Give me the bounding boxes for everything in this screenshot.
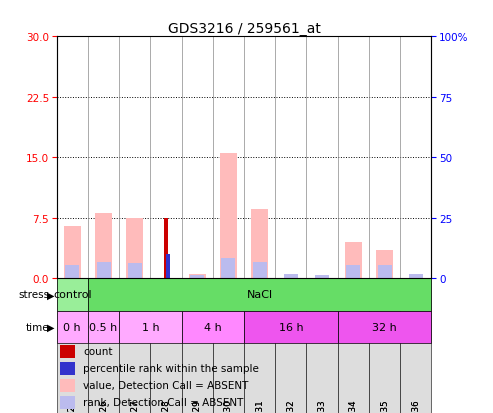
Text: GSM184925: GSM184925 (68, 399, 77, 413)
Text: GSM184930: GSM184930 (224, 399, 233, 413)
Text: GSM184935: GSM184935 (380, 399, 389, 413)
Text: GSM184930: GSM184930 (224, 399, 233, 413)
Text: GSM184928: GSM184928 (162, 399, 171, 413)
Text: ▶: ▶ (47, 290, 55, 299)
Text: GSM184928: GSM184928 (162, 399, 171, 413)
Text: GSM184931: GSM184931 (255, 399, 264, 413)
Bar (376, 250, 393, 278)
Bar (315, 275, 329, 278)
Text: rank, Detection Call = ABSENT: rank, Detection Call = ABSENT (83, 397, 244, 407)
Bar (369, 278, 400, 413)
Text: GSM184927: GSM184927 (130, 399, 139, 413)
Text: 4 h: 4 h (204, 322, 222, 332)
Bar (57, 311, 88, 344)
Text: control: control (53, 290, 92, 299)
Text: 16 h: 16 h (279, 322, 303, 332)
Bar (88, 311, 119, 344)
Bar (95, 214, 112, 278)
Bar (150, 278, 181, 413)
Text: 0.5 h: 0.5 h (89, 322, 118, 332)
Bar (189, 274, 206, 278)
Text: GSM184926: GSM184926 (99, 399, 108, 413)
Bar (88, 278, 119, 413)
Text: GSM184929: GSM184929 (193, 399, 202, 413)
Text: value, Detection Call = ABSENT: value, Detection Call = ABSENT (83, 380, 248, 390)
Text: count: count (83, 347, 112, 356)
Bar (252, 262, 267, 278)
Text: 0 h: 0 h (64, 322, 81, 332)
Bar (251, 210, 268, 278)
Text: GSM184931: GSM184931 (255, 399, 264, 413)
Text: GSM184926: GSM184926 (99, 399, 108, 413)
Bar (57, 278, 88, 311)
Text: GSM184934: GSM184934 (349, 399, 358, 413)
Bar (61, 379, 75, 392)
Bar (338, 278, 369, 413)
Bar (221, 259, 236, 278)
Bar (166, 254, 170, 278)
Text: GSM184934: GSM184934 (349, 399, 358, 413)
Bar (213, 278, 244, 413)
Text: GSM184936: GSM184936 (411, 399, 420, 413)
Text: 32 h: 32 h (372, 322, 397, 332)
Text: GSM184933: GSM184933 (317, 399, 326, 413)
Bar (345, 242, 362, 278)
Bar (244, 278, 275, 413)
Bar (338, 311, 431, 344)
Bar (284, 274, 298, 278)
Bar (128, 263, 142, 278)
Bar (164, 218, 168, 278)
Text: GSM184932: GSM184932 (286, 399, 295, 413)
Bar (64, 226, 81, 278)
Text: 1 h: 1 h (141, 322, 159, 332)
Text: time: time (26, 322, 49, 332)
Bar (57, 278, 88, 413)
Text: GSM184933: GSM184933 (317, 399, 326, 413)
Text: NaCl: NaCl (246, 290, 273, 299)
Bar (119, 311, 181, 344)
Text: GSM184935: GSM184935 (380, 399, 389, 413)
Text: ▶: ▶ (47, 322, 55, 332)
Bar (126, 218, 143, 278)
Bar (181, 278, 213, 413)
Bar (220, 154, 237, 278)
Bar (275, 278, 307, 413)
Bar (65, 265, 79, 278)
Text: GSM184929: GSM184929 (193, 399, 202, 413)
Title: GDS3216 / 259561_at: GDS3216 / 259561_at (168, 22, 320, 36)
Bar (97, 262, 110, 278)
Bar (244, 311, 338, 344)
Bar (119, 278, 150, 413)
Bar (61, 362, 75, 375)
Bar (409, 274, 423, 278)
Bar (307, 278, 338, 413)
Bar (378, 265, 391, 278)
Text: stress: stress (18, 290, 49, 299)
Text: GSM184927: GSM184927 (130, 399, 139, 413)
Text: percentile rank within the sample: percentile rank within the sample (83, 363, 259, 373)
Bar (346, 265, 360, 278)
Bar (181, 311, 244, 344)
Bar (61, 396, 75, 409)
Text: GSM184932: GSM184932 (286, 399, 295, 413)
Bar (61, 345, 75, 358)
Text: GSM184925: GSM184925 (68, 399, 77, 413)
Text: GSM184936: GSM184936 (411, 399, 420, 413)
Bar (190, 275, 204, 278)
Bar (400, 278, 431, 413)
